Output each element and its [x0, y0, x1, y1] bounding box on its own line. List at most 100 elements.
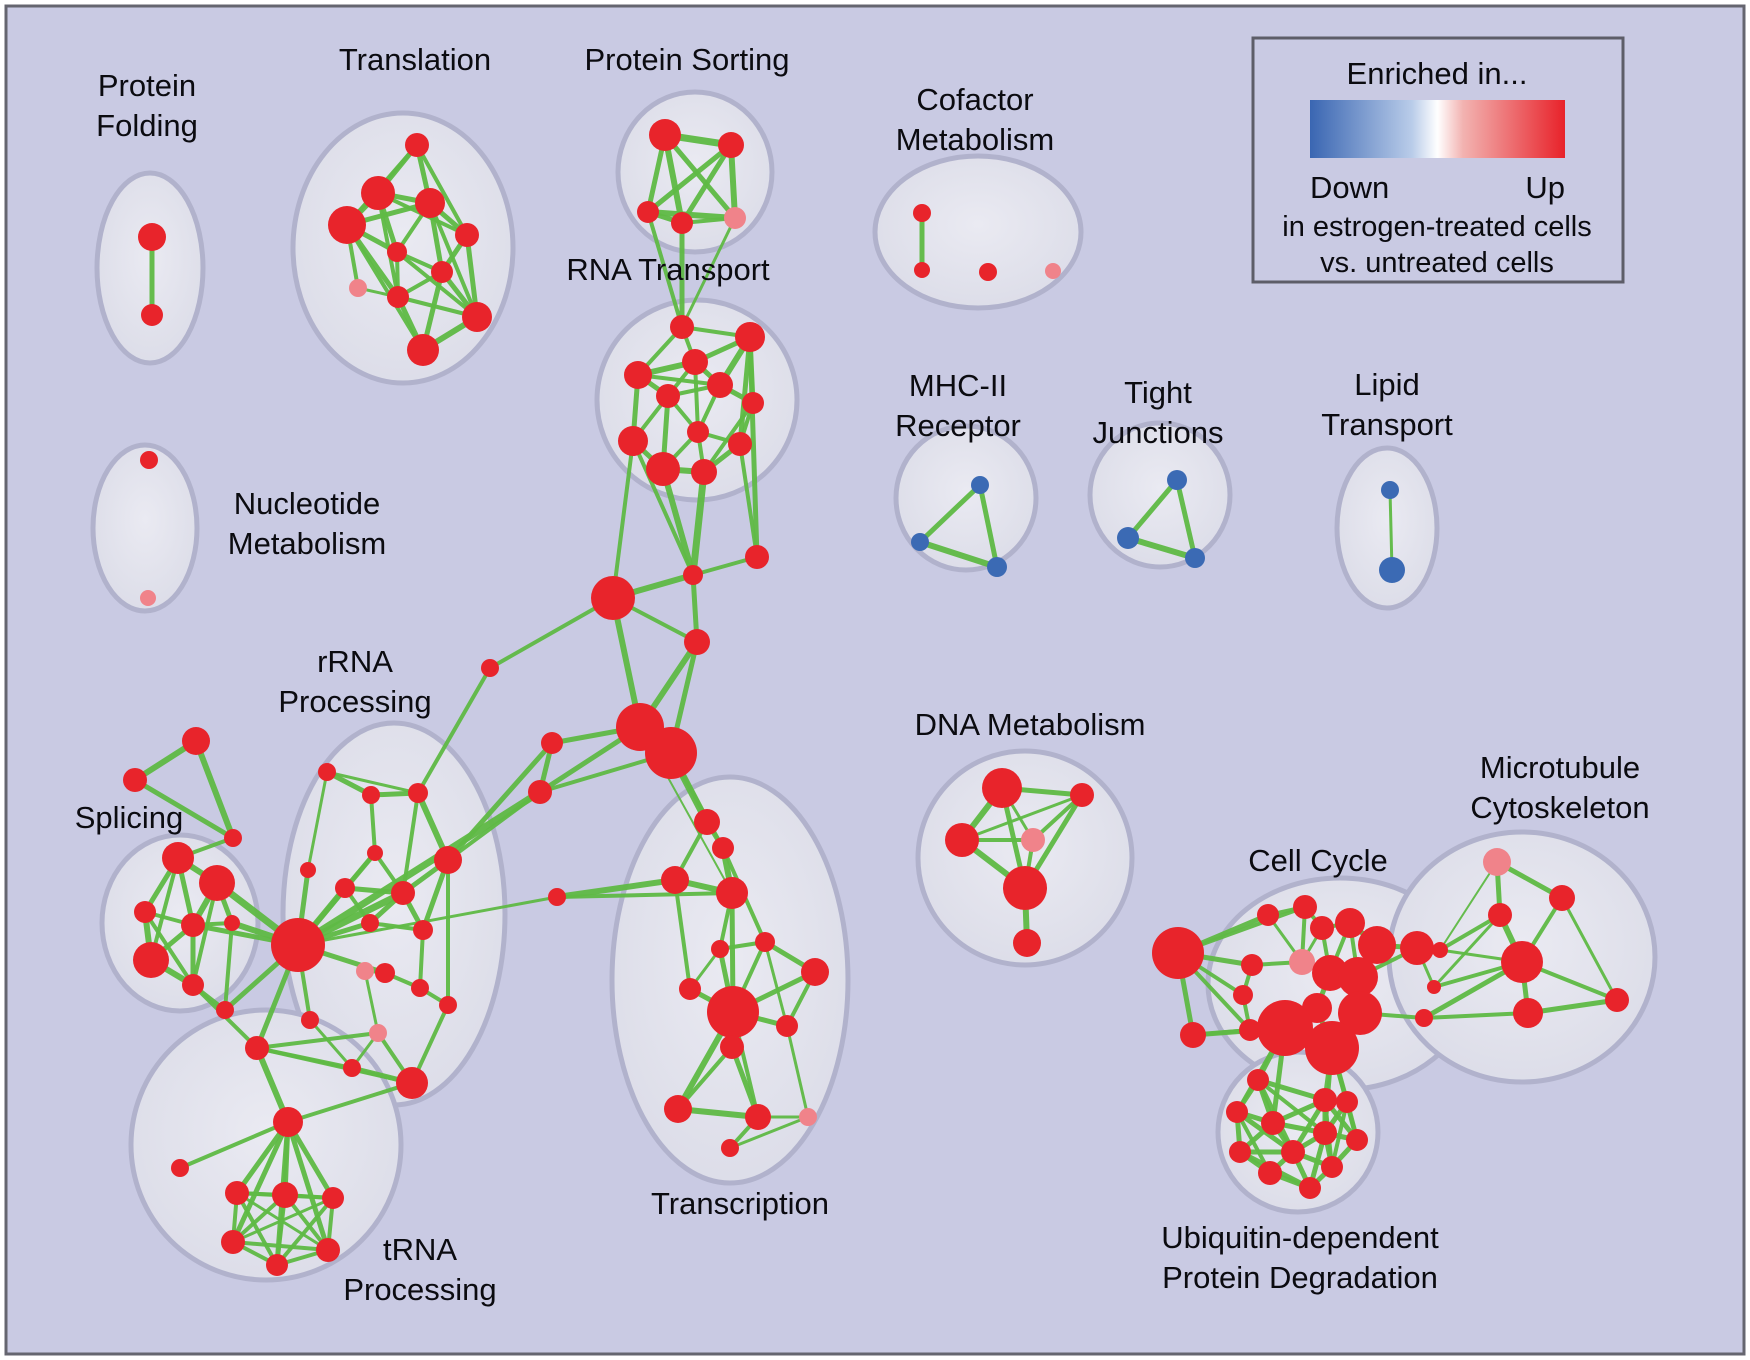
- node-v2: [1226, 1101, 1248, 1123]
- cluster-cofactor-metabolism-label: Metabolism: [896, 122, 1055, 157]
- node-m3: [987, 557, 1007, 577]
- node-x11: [721, 1139, 739, 1157]
- edge-q13-q14: [363, 969, 380, 1035]
- cluster-lipid-transport-label: Transport: [1321, 407, 1453, 442]
- node-m2: [911, 533, 929, 551]
- node-cc14: [1257, 1000, 1313, 1056]
- edge-q1-q3: [325, 770, 420, 795]
- node-r9: [618, 426, 648, 456]
- edge-n0-n4: [230, 1119, 291, 1245]
- edge-l2-H: [294, 788, 544, 949]
- node-l2: [528, 780, 552, 804]
- legend-down-label: Down: [1310, 170, 1389, 205]
- legend: Enriched in... Down Up in estrogen-treat…: [1251, 36, 1625, 284]
- node-tcL: [548, 888, 566, 906]
- node-v6: [1229, 1141, 1251, 1163]
- node-k2: [1427, 980, 1441, 994]
- node-d2: [1070, 783, 1094, 807]
- node-cc2: [1293, 895, 1317, 919]
- node-t7: [431, 261, 453, 283]
- edge-r7-r12: [702, 401, 755, 474]
- node-p3: [637, 201, 659, 223]
- legend-caption-line1: in estrogen-treated cells: [1282, 211, 1592, 243]
- node-q5: [335, 878, 355, 898]
- node-d5: [1003, 866, 1047, 910]
- node-j3: [1185, 548, 1205, 568]
- node-cf3: [979, 263, 997, 281]
- node-d1: [982, 768, 1022, 808]
- node-iso: [171, 1159, 189, 1177]
- node-t9: [387, 286, 409, 308]
- node-lt1: [1381, 481, 1399, 499]
- edge-g2-g3: [132, 777, 236, 841]
- edge-tc4-x4: [673, 878, 692, 991]
- node-nb: [245, 1036, 269, 1060]
- node-pf2: [141, 304, 163, 326]
- node-q1: [318, 763, 336, 781]
- node-n4: [221, 1230, 245, 1254]
- legend-caption-line2: vs. untreated cells: [1320, 247, 1554, 279]
- node-q12: [411, 979, 429, 997]
- node-c1: [683, 565, 703, 585]
- node-q16: [343, 1059, 361, 1077]
- node-cc6: [1400, 931, 1434, 965]
- edge-lt1-lt2: [1388, 488, 1394, 572]
- node-t8: [349, 279, 367, 297]
- edge-p2-p4: [679, 142, 734, 226]
- node-c2: [745, 545, 769, 569]
- edge-g1-g3: [193, 738, 236, 841]
- edge-d2-d3: [960, 793, 1084, 842]
- cluster-cofactor-metabolism-label: Cofactor: [916, 82, 1033, 117]
- edge-p1-p5: [662, 132, 738, 221]
- edge-tcL-tc4: [554, 877, 678, 900]
- cluster-rrna-processing-label: Processing: [278, 684, 431, 719]
- node-u4: [1501, 941, 1543, 983]
- cluster-microtubule-cytoskeleton-label: Microtubule: [1480, 750, 1640, 785]
- node-cL2: [1180, 1022, 1206, 1048]
- edge-p5-r1: [680, 216, 737, 329]
- node-u2: [1549, 885, 1575, 911]
- node-nm1: [140, 451, 158, 469]
- node-cc7: [1289, 949, 1315, 975]
- node-v3: [1261, 1111, 1285, 1135]
- node-x2: [755, 932, 775, 952]
- edge-n0-q15: [286, 1081, 414, 1124]
- node-c3: [684, 629, 710, 655]
- node-q13: [356, 962, 374, 980]
- node-s4: [181, 913, 205, 937]
- node-cf2: [914, 262, 930, 278]
- edge-q1-q6: [306, 770, 329, 872]
- node-g2: [123, 768, 147, 792]
- node-q3: [408, 783, 428, 803]
- node-mA: [481, 659, 499, 677]
- node-v10: [1258, 1161, 1282, 1185]
- node-v4: [1313, 1088, 1337, 1112]
- node-v5: [1336, 1091, 1358, 1113]
- edge-u2-u6: [1560, 896, 1619, 1002]
- node-p5: [724, 207, 746, 229]
- edge-s3-s8: [143, 910, 195, 987]
- cluster-nucleotide-metabolism-label: Metabolism: [228, 526, 387, 561]
- node-t2: [361, 176, 395, 210]
- node-cc4: [1335, 908, 1365, 938]
- node-cL: [1152, 927, 1204, 979]
- cluster-protein-folding-label: Folding: [96, 108, 198, 143]
- edge-r9-c1: [631, 439, 695, 577]
- node-t4: [328, 206, 366, 244]
- node-n2: [272, 1182, 298, 1208]
- node-g1: [182, 727, 210, 755]
- node-r11: [646, 452, 680, 486]
- edge-x6-x10: [785, 1024, 810, 1119]
- edge-q3-q7: [401, 791, 420, 895]
- edge-n0-n5: [285, 1119, 331, 1253]
- node-u3: [1488, 903, 1512, 927]
- cluster-protein-folding-label: Protein: [98, 68, 196, 103]
- node-r10: [728, 432, 752, 456]
- edge-j2-j3: [1125, 535, 1198, 561]
- node-q4: [367, 845, 383, 861]
- cluster-trna-processing-label: tRNA: [383, 1232, 457, 1267]
- edge-t4-t11: [345, 223, 425, 352]
- edge-p3-p5: [645, 209, 738, 221]
- edge-x2-x6: [763, 940, 789, 1028]
- node-q18: [439, 996, 457, 1014]
